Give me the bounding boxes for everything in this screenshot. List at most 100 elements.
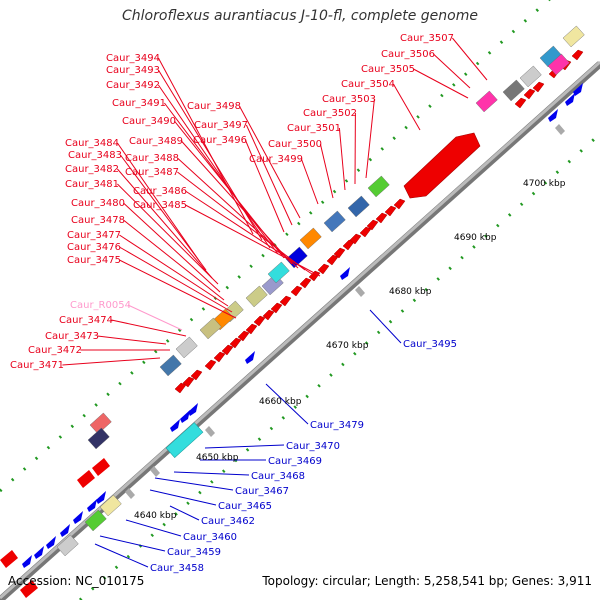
label-callout-line xyxy=(204,444,285,449)
label-callout-line xyxy=(123,219,225,301)
reverse-gene-arrow xyxy=(125,488,135,499)
gene-box xyxy=(175,336,198,359)
forward-gene-arrow xyxy=(229,337,242,349)
scale-ticks: 4640 kbp 4650 kbp 4660 kbp 4670 kbp 4680 kbp… xyxy=(134,179,566,521)
reverse-gene-label: Caur_3467 xyxy=(235,486,289,497)
gene-box xyxy=(475,90,498,113)
forward-gene-arrow xyxy=(317,263,330,275)
label-callout-line xyxy=(123,202,221,293)
scale-tick-label: 4680 kbp xyxy=(389,287,432,297)
forward-gene-label: Caur_3488 xyxy=(125,153,179,164)
forward-gene-label: Caur_3481 xyxy=(65,179,119,190)
reverse-gene-arrow xyxy=(555,124,565,135)
reverse-gene-arrow xyxy=(170,419,180,432)
reverse-gene-label: Caur_3468 xyxy=(251,471,305,482)
forward-gene-arrow xyxy=(299,277,312,289)
forward-gene-arrow xyxy=(213,351,226,363)
forward-gene-label: Caur_3476 xyxy=(67,242,121,253)
label-callout-line xyxy=(127,304,183,331)
forward-gene-label: Caur_3493 xyxy=(106,65,160,76)
forward-gene-arrow xyxy=(333,247,346,259)
reverse-gene-arrow xyxy=(34,546,44,559)
callout-lines xyxy=(62,37,488,568)
reverse-gene-label: Caur_3458 xyxy=(150,563,204,574)
label-callout-line xyxy=(181,140,293,265)
reverse-gene-arrow xyxy=(573,83,583,96)
forward-gene-label: Caur_3482 xyxy=(65,164,119,175)
forward-gene-label: Caur_3491 xyxy=(112,98,166,109)
scale-tick-label: 4690 kbp xyxy=(454,233,497,243)
forward-gene-label: Caur_3503 xyxy=(322,94,376,105)
label-callout-line xyxy=(149,489,217,506)
label-callout-line xyxy=(173,471,250,476)
label-callout-line xyxy=(97,335,167,345)
scale-tick-label: 4660 kbp xyxy=(259,397,302,407)
reverse-gene-arrow xyxy=(245,351,255,364)
forward-gene-arrow xyxy=(174,382,187,394)
reverse-gene-label: Caur_3495 xyxy=(403,339,457,350)
forward-gene-arrow xyxy=(349,233,362,245)
reverse-gene-label: Caur_3479 xyxy=(310,420,364,431)
forward-gene-arrow xyxy=(190,369,203,381)
label-callout-line xyxy=(119,154,207,271)
scale-tick-label: 4650 kbp xyxy=(196,453,239,463)
label-callout-line xyxy=(119,246,233,313)
label-callout-line xyxy=(185,204,321,277)
forward-gene-label: Caur_3486 xyxy=(133,186,187,197)
gene-box xyxy=(56,534,79,557)
forward-gene-arrow xyxy=(375,212,388,224)
gene-box xyxy=(519,65,542,88)
forward-gene-label: Caur_3471 xyxy=(10,360,64,371)
accession-text: Accession: NC_010175 xyxy=(8,574,145,588)
label-callout-line xyxy=(338,127,346,191)
label-callout-line xyxy=(452,37,488,81)
label-callout-line xyxy=(116,142,201,263)
map-title: Chloroflexus aurantiacus J-10-fl, comple… xyxy=(122,8,478,24)
reverse-gene-label: Caur_3459 xyxy=(167,547,221,558)
forward-gene-label: Caur_3472 xyxy=(28,345,82,356)
label-callout-line xyxy=(111,319,187,337)
reverse-gene-arrow xyxy=(73,511,83,524)
forward-gene-label: Caur_3475 xyxy=(67,255,121,266)
label-callout-line xyxy=(154,477,234,491)
gene-box xyxy=(159,354,182,377)
forward-gene-arrow xyxy=(20,580,38,598)
forward-gene-label: Caur_3505 xyxy=(361,64,415,75)
forward-gene-arrow xyxy=(384,205,397,217)
forward-gene-arrow xyxy=(262,309,275,321)
forward-gene-label: Caur_3487 xyxy=(125,167,179,178)
forward-gene-label: Caur_3497 xyxy=(194,120,248,131)
scale-tick-label: 4640 kbp xyxy=(134,511,177,521)
forward-gene-arrow xyxy=(253,315,266,327)
forward-gene-label: Caur_3507 xyxy=(400,33,454,44)
forward-gene-label: Caur_3492 xyxy=(106,80,160,91)
scale-tick-label: 4700 kbp xyxy=(523,179,566,189)
topology-text: Topology: circular; Length: 5,258,541 bp… xyxy=(262,574,592,588)
gene-box xyxy=(347,195,370,218)
forward-gene-arrow xyxy=(290,285,303,297)
gene-box xyxy=(502,79,525,102)
label-callout-line xyxy=(125,519,182,537)
forward-gene-label: Caur_3500 xyxy=(268,139,322,150)
label-callout-line xyxy=(157,57,254,235)
gene-box xyxy=(99,494,122,517)
forward-gene-arrow xyxy=(77,470,95,488)
forward-gene-arrow xyxy=(221,344,234,356)
forward-gene-arrow xyxy=(532,81,545,93)
forward-gene-label: Caur_3498 xyxy=(187,101,241,112)
forward-gene-label: Caur_3484 xyxy=(65,138,119,149)
label-callout-line xyxy=(245,124,293,226)
label-callout-line xyxy=(119,234,229,307)
forward-gene-arrow xyxy=(182,376,195,388)
label-callout-line xyxy=(433,53,471,89)
forward-gene-arrow xyxy=(245,323,258,335)
forward-gene-arrow xyxy=(571,49,584,61)
reverse-gene-arrow xyxy=(22,555,32,568)
gene-box xyxy=(367,175,390,198)
forward-gene-label: Caur_3496 xyxy=(193,135,247,146)
label-callout-line xyxy=(119,259,237,319)
forward-gene-label: Caur_3502 xyxy=(303,108,357,119)
reverse-gene-arrow xyxy=(548,109,558,122)
